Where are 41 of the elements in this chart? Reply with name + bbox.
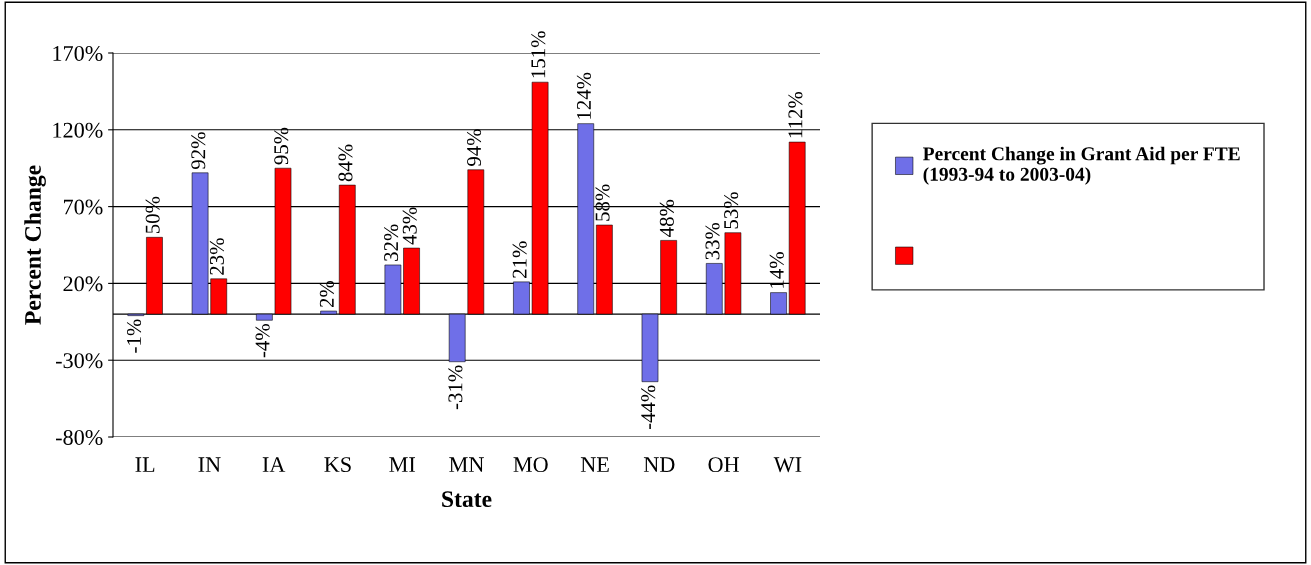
data-label: 95% — [274, 127, 289, 165]
x-tick-label: IN — [198, 457, 221, 472]
x-tick-label: NE — [580, 457, 609, 472]
data-label: 2% — [319, 280, 334, 308]
x-tick-label: ND — [643, 457, 675, 472]
x-tick-label: IL — [135, 457, 155, 472]
x-tick-label: KS — [324, 457, 351, 473]
x-tick-label: WI — [773, 457, 802, 473]
data-label: 43% — [402, 207, 417, 245]
data-label: 151% — [531, 31, 546, 78]
x-tick-label: MO — [513, 457, 548, 473]
data-label: 23% — [209, 238, 225, 275]
data-label: 32% — [384, 224, 399, 261]
data-label: -44% — [641, 385, 656, 430]
data-label: 58% — [595, 184, 610, 221]
x-axis-title: State — [442, 491, 492, 508]
legend-label: Percent Change in Grant Aid per FTE (1993-94 to 2003-04) — [923, 146, 1240, 185]
y-tick-label: 70% — [64, 199, 103, 215]
x-tick-label: OH — [708, 457, 739, 473]
data-label: 33% — [705, 222, 720, 260]
y-tick-label: -80% — [55, 429, 103, 445]
data-label: 94% — [466, 129, 482, 166]
data-label: 21% — [512, 241, 527, 278]
data-label: -31% — [448, 365, 463, 410]
x-tick-label: MI — [389, 457, 416, 472]
data-label: 53% — [724, 192, 739, 229]
x-tick-label: IA — [262, 457, 286, 472]
data-label: 84% — [338, 144, 353, 182]
data-label: 48% — [659, 199, 674, 237]
y-tick-label: 20% — [63, 276, 103, 292]
data-label: 124% — [576, 72, 592, 119]
data-label: 112% — [788, 91, 803, 138]
y-tick-label: 170% — [53, 45, 103, 61]
y-tick-label: -30% — [55, 353, 103, 369]
data-label: 92% — [191, 132, 206, 170]
data-label: -1% — [126, 319, 142, 353]
y-tick-label: 120% — [53, 122, 103, 138]
data-label: -4% — [255, 324, 270, 358]
y-axis-title: Percent Change — [24, 165, 46, 325]
x-tick-label: MN — [449, 457, 484, 472]
data-label: 50% — [145, 196, 160, 234]
